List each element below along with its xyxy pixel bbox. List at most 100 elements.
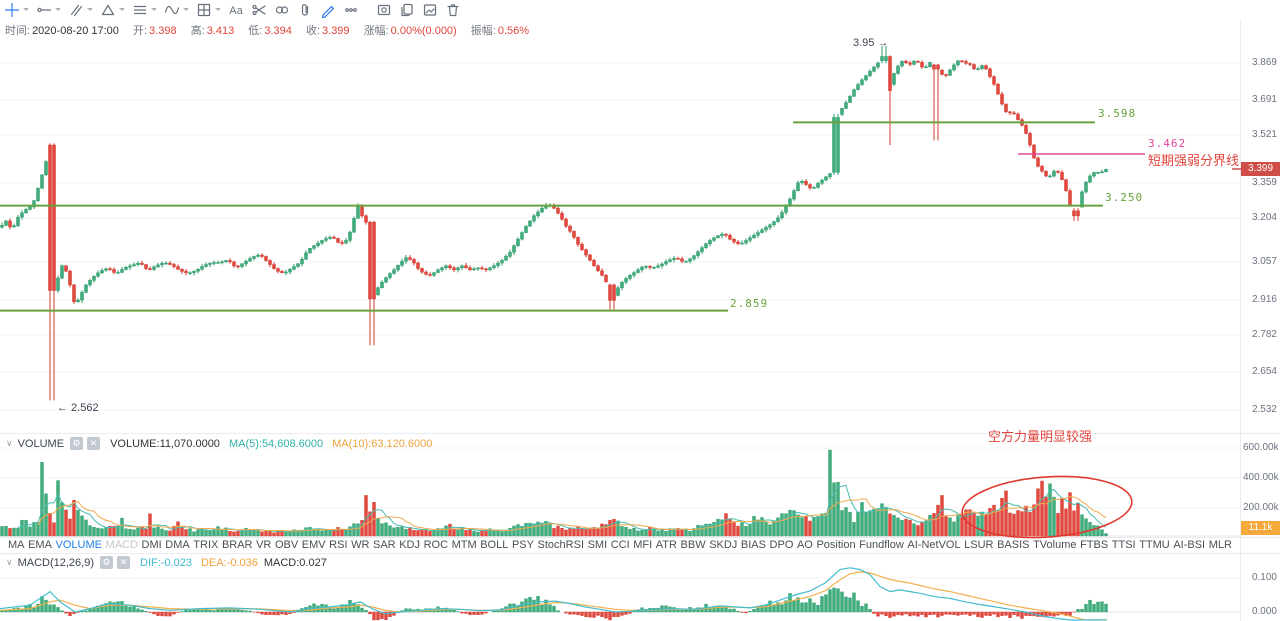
price-axis-label: 2.654 [1251,366,1277,377]
macd-axis-label: 0.000 [1251,606,1277,617]
tab-basis[interactable]: BASIS [997,539,1030,551]
price-pane[interactable] [0,30,1240,433]
volume-close-icon[interactable]: ✕ [87,437,101,450]
high-label: 高: [190,25,205,37]
tab-mfi[interactable]: MFI [633,539,653,551]
triangle-shape-icon[interactable] [100,1,125,19]
high-value: 3.413 [206,25,235,37]
collapse-chevron-icon[interactable]: ∨ [6,557,13,567]
volume-axis-label: 200.00k [1243,502,1279,513]
tab-ao[interactable]: AO [796,539,813,551]
macd-settings-gear-icon[interactable]: ⚙ [100,556,114,569]
tab-volume[interactable]: VOLUME [55,539,102,551]
tab-smi[interactable]: SMI [587,539,608,551]
horizontal-lines-icon[interactable] [132,1,157,19]
tab-fundflow[interactable]: Fundflow [859,539,904,551]
price-axis-label: 2.782 [1251,329,1277,340]
export-image-icon[interactable] [422,1,438,19]
tab-obv[interactable]: OBV [274,539,299,551]
pattern-grid-icon[interactable] [196,1,221,19]
scissors-icon[interactable] [251,1,267,19]
tab-mtm[interactable]: MTM [451,539,477,551]
tab-cci[interactable]: CCI [610,539,630,551]
amplitude-value: 0.56% [497,25,530,37]
paperclip-icon[interactable] [297,1,313,19]
pane-separator [0,433,1280,434]
tab-trix[interactable]: TRIX [193,539,219,551]
tab-rsi[interactable]: RSI [329,539,348,551]
pen-icon[interactable] [320,1,336,19]
tab-kdj[interactable]: KDJ [399,539,420,551]
volume-settings-gear-icon[interactable]: ⚙ [70,437,84,450]
level-label-3.462: 3.462 [1148,137,1187,150]
macd-value: MACD:0.027 [263,556,327,569]
axis-separator [1240,0,1241,621]
tab-roc[interactable]: ROC [423,539,449,551]
tab-position[interactable]: Position [816,539,856,551]
tab-dpo[interactable]: DPO [769,539,794,551]
macd-close-icon[interactable]: ✕ [117,556,131,569]
wave-icon[interactable] [164,1,189,19]
tab-dmi[interactable]: DMI [141,539,162,551]
link-icon[interactable] [274,1,290,19]
collapse-chevron-icon[interactable]: ∨ [6,438,13,448]
close-label: 收: [305,25,321,37]
parallel-lines-icon[interactable] [68,1,93,19]
low-value: 3.394 [264,25,292,37]
tab-atr[interactable]: ATR [655,539,677,551]
svg-text:Aa: Aa [229,5,243,17]
price-axis-label: 3.204 [1251,212,1277,223]
tab-mlr[interactable]: MLR [1208,539,1232,551]
amplitude-label: 振幅: [470,25,496,37]
delete-icon[interactable] [445,1,461,19]
trend-ray-icon[interactable] [36,1,61,19]
drawing-toolbar: Aa [0,0,1280,19]
price-axis-label: 3.869 [1251,57,1277,68]
tab-vr[interactable]: VR [256,539,272,551]
tab-stochrsi[interactable]: StochRSI [537,539,584,551]
tab-emv[interactable]: EMV [301,539,326,551]
tab-dma[interactable]: DMA [165,539,190,551]
ohlc-info-bar: 时间: 2020-08-20 17:00 开: 3.398 高: 3.413 低: 3.… [5,22,540,38]
crosshair-icon[interactable] [4,1,29,19]
macd-pane-header: ∨ MACD(12,26,9) ⚙ ✕ DIF:-0.023 DEA:-0.03… [6,556,327,569]
low-label: 低: [248,25,263,37]
tab-boll[interactable]: BOLL [480,539,509,551]
tab-ttsi[interactable]: TTSI [1111,539,1136,551]
screenshot-icon[interactable] [376,1,392,19]
annotation-text: ← 2.562 [57,402,99,414]
current-price-badge: 3.399 [1241,162,1280,176]
price-axis-label: 3.691 [1251,94,1277,105]
volume-pane[interactable] [0,436,1240,537]
tab-ai-netvol[interactable]: AI-NetVOL [907,539,961,551]
tab-lsur[interactable]: LSUR [964,539,994,551]
tab-brar[interactable]: BRAR [221,539,253,551]
volume-pane-header: ∨ VOLUME ⚙ ✕ VOLUME:11,070.0000 MA(5):54… [6,437,432,450]
macd-axis-label: 0.100 [1251,572,1277,583]
tab-sar[interactable]: SAR [373,539,396,551]
price-axis-label: 3.057 [1251,256,1277,267]
volume-axis-label: 400.00k [1243,472,1279,483]
tab-skdj[interactable]: SKDJ [709,539,738,551]
time-label: 时间: [5,25,31,37]
tab-ema[interactable]: EMA [28,539,52,551]
tab-wr[interactable]: WR [351,539,370,551]
text-icon[interactable]: Aa [228,1,244,19]
tab-ttmu[interactable]: TTMU [1139,539,1170,551]
tab-ai-bsi[interactable]: AI-BSI [1173,539,1206,551]
tab-ftbs[interactable]: FTBS [1080,539,1109,551]
volume-axis-label: 600.00k [1243,442,1279,453]
tab-bbw[interactable]: BBW [680,539,706,551]
macd-dea-value: DEA:-0.036 [200,556,258,569]
price-axis-label: 3.359 [1251,177,1277,188]
tab-psy[interactable]: PSY [511,539,534,551]
measure-icon[interactable] [343,1,359,19]
tab-ma[interactable]: MA [8,539,25,551]
tab-tvolume[interactable]: TVolume [1033,539,1077,551]
annotation-text: 3.95 → [853,37,889,49]
tab-macd[interactable]: MACD [105,539,138,551]
open-label: 开: [132,25,148,37]
copy-icon[interactable] [399,1,415,19]
tab-bias[interactable]: BIAS [740,539,766,551]
